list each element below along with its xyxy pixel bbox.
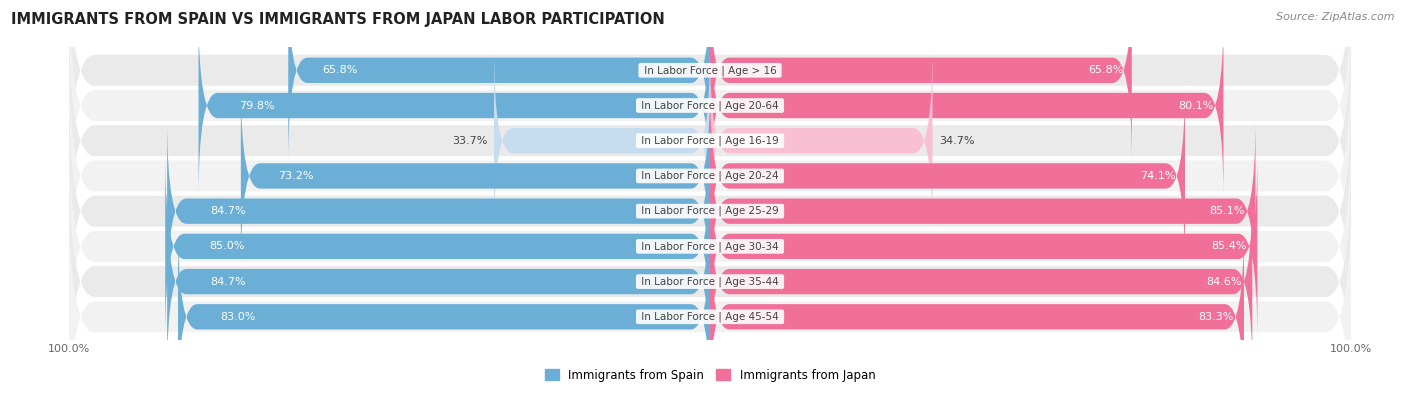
Text: In Labor Force | Age 20-24: In Labor Force | Age 20-24 <box>638 171 782 181</box>
FancyBboxPatch shape <box>166 153 710 339</box>
FancyBboxPatch shape <box>240 83 710 269</box>
FancyBboxPatch shape <box>710 48 932 234</box>
Text: IMMIGRANTS FROM SPAIN VS IMMIGRANTS FROM JAPAN LABOR PARTICIPATION: IMMIGRANTS FROM SPAIN VS IMMIGRANTS FROM… <box>11 12 665 27</box>
FancyBboxPatch shape <box>69 156 1351 395</box>
FancyBboxPatch shape <box>494 48 710 234</box>
FancyBboxPatch shape <box>710 118 1256 304</box>
Text: 79.8%: 79.8% <box>239 100 276 111</box>
Text: In Labor Force | Age 45-54: In Labor Force | Age 45-54 <box>638 312 782 322</box>
Text: Source: ZipAtlas.com: Source: ZipAtlas.com <box>1277 12 1395 22</box>
Text: In Labor Force | Age 16-19: In Labor Force | Age 16-19 <box>638 135 782 146</box>
Text: 85.4%: 85.4% <box>1211 241 1247 251</box>
Text: In Labor Force | Age 25-29: In Labor Force | Age 25-29 <box>638 206 782 216</box>
Text: 34.7%: 34.7% <box>939 136 974 146</box>
Text: 84.7%: 84.7% <box>211 276 246 287</box>
Text: 84.7%: 84.7% <box>211 206 246 216</box>
FancyBboxPatch shape <box>179 224 710 395</box>
FancyBboxPatch shape <box>167 118 710 304</box>
Text: In Labor Force | Age 20-64: In Labor Force | Age 20-64 <box>638 100 782 111</box>
FancyBboxPatch shape <box>710 153 1257 339</box>
Text: In Labor Force | Age > 16: In Labor Force | Age > 16 <box>641 65 779 75</box>
FancyBboxPatch shape <box>69 51 1351 301</box>
FancyBboxPatch shape <box>710 13 1223 198</box>
Text: In Labor Force | Age 30-34: In Labor Force | Age 30-34 <box>638 241 782 252</box>
FancyBboxPatch shape <box>288 0 710 163</box>
Text: 85.1%: 85.1% <box>1209 206 1244 216</box>
Text: 73.2%: 73.2% <box>278 171 314 181</box>
Text: 85.0%: 85.0% <box>208 241 245 251</box>
Text: 65.8%: 65.8% <box>1088 65 1123 75</box>
Text: 84.6%: 84.6% <box>1206 276 1241 287</box>
FancyBboxPatch shape <box>710 0 1132 163</box>
Text: 65.8%: 65.8% <box>322 65 357 75</box>
Legend: Immigrants from Spain, Immigrants from Japan: Immigrants from Spain, Immigrants from J… <box>540 364 880 386</box>
Text: In Labor Force | Age 35-44: In Labor Force | Age 35-44 <box>638 276 782 287</box>
FancyBboxPatch shape <box>69 86 1351 337</box>
FancyBboxPatch shape <box>69 15 1351 266</box>
FancyBboxPatch shape <box>69 0 1351 231</box>
Text: 33.7%: 33.7% <box>453 136 488 146</box>
Text: 83.3%: 83.3% <box>1198 312 1233 322</box>
FancyBboxPatch shape <box>710 83 1185 269</box>
FancyBboxPatch shape <box>69 121 1351 372</box>
FancyBboxPatch shape <box>167 189 710 374</box>
Text: 74.1%: 74.1% <box>1140 171 1175 181</box>
FancyBboxPatch shape <box>710 189 1253 374</box>
FancyBboxPatch shape <box>69 0 1351 196</box>
FancyBboxPatch shape <box>69 192 1351 395</box>
FancyBboxPatch shape <box>198 13 710 198</box>
Text: 83.0%: 83.0% <box>221 312 256 322</box>
Text: 80.1%: 80.1% <box>1178 100 1213 111</box>
FancyBboxPatch shape <box>710 224 1244 395</box>
